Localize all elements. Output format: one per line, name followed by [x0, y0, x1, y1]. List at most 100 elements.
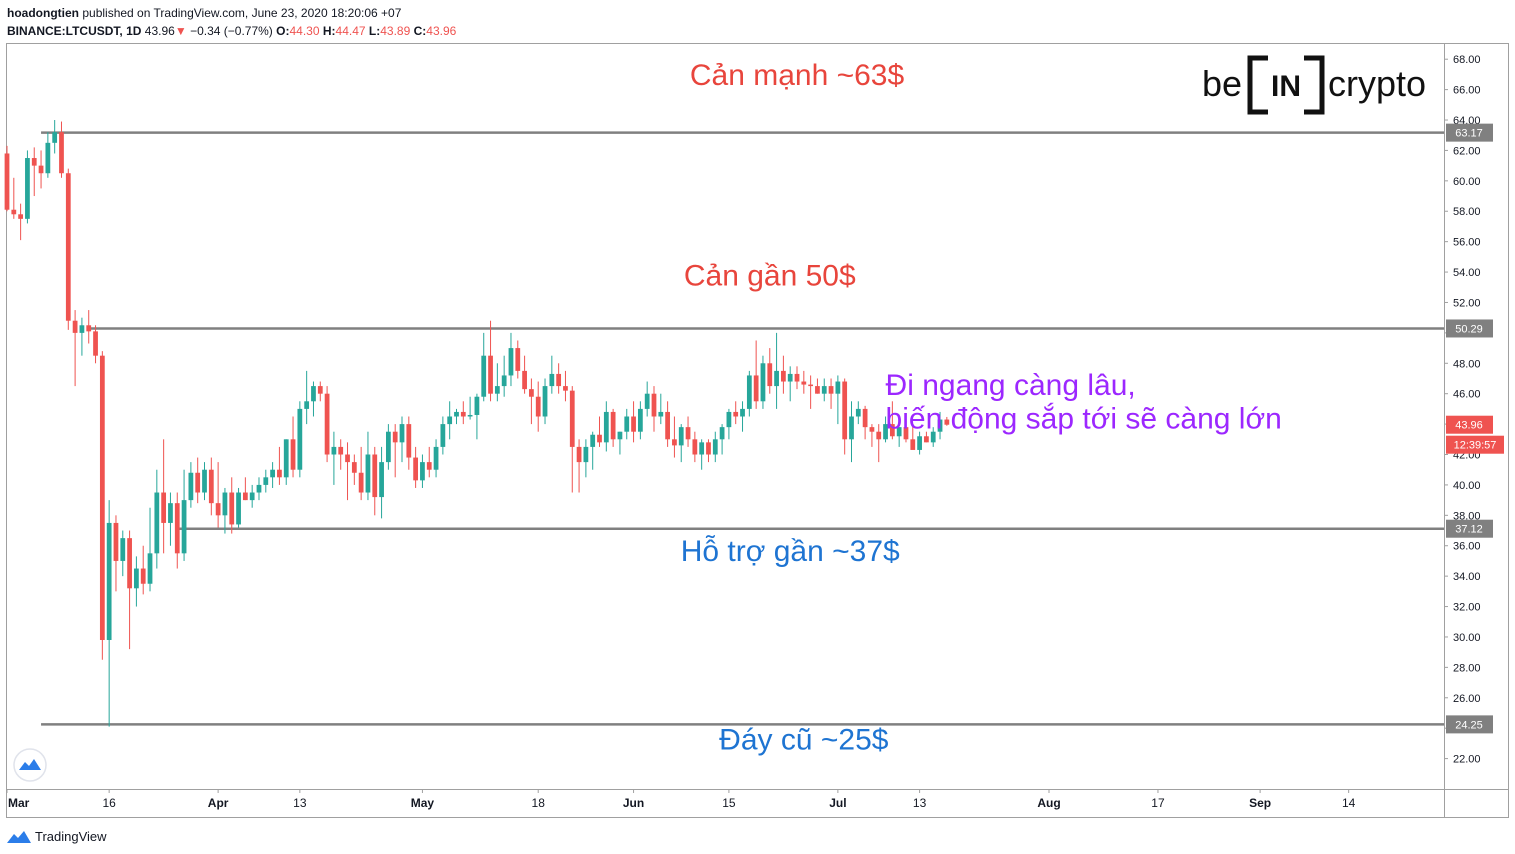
time-tick-label: 17 [1151, 796, 1165, 810]
time-tick-label: 18 [532, 796, 546, 810]
candle-body [665, 411, 670, 440]
candle-body [876, 431, 882, 440]
candle-body [549, 373, 555, 387]
candle-body [828, 386, 834, 394]
candle [147, 507, 153, 592]
candle-body [277, 469, 282, 478]
candle [256, 477, 262, 501]
price-tick-label: 54.00 [1453, 267, 1481, 279]
candle [474, 393, 480, 440]
low-label: L: [368, 24, 381, 38]
candle-body [706, 442, 711, 455]
candle-body [774, 370, 779, 387]
candle [488, 320, 493, 402]
tradingview-chart-badge[interactable] [13, 748, 47, 782]
candle [917, 431, 922, 455]
level-price-tag [1446, 715, 1493, 734]
annotation-text-1: Cản gần 50$ [684, 260, 856, 293]
candle [386, 424, 391, 470]
price-tick-label: 36.00 [1453, 541, 1481, 553]
logo-text-crypto: crypto [1328, 63, 1426, 104]
candle-body [740, 408, 745, 417]
time-tick-label: Apr [208, 796, 229, 810]
candle-body [154, 492, 160, 554]
candle [31, 147, 37, 197]
candle [202, 462, 207, 501]
candle [420, 454, 425, 488]
time-tick-label: 14 [1342, 796, 1356, 810]
candle [563, 370, 568, 402]
candle [542, 378, 548, 425]
logo-text-be: be [1202, 63, 1242, 104]
candle-body [59, 132, 64, 174]
price-tick-label: 66.00 [1453, 85, 1481, 97]
candle-body [474, 396, 480, 415]
candle-body [794, 373, 800, 382]
candle [828, 378, 834, 409]
candle-body [576, 446, 582, 463]
candle [930, 427, 936, 447]
candle-body [501, 375, 507, 387]
candle [876, 424, 882, 463]
high-value: 44.47 [335, 24, 366, 38]
level-labels: 63.17 50.29 37.12 24.25 43.96 12:39:57 [1446, 123, 1504, 734]
candle [508, 332, 514, 387]
candle-body [494, 386, 500, 394]
candle-body [733, 411, 739, 417]
candle-body [815, 386, 820, 394]
candle [65, 168, 71, 330]
candle [597, 416, 602, 447]
symbol-label[interactable]: BINANCE:LTCUSDT, 1D [7, 24, 142, 38]
candle-body [597, 434, 602, 443]
level-price-tag [1446, 519, 1493, 538]
candle [358, 446, 364, 501]
candle-body [72, 320, 78, 333]
candle [944, 416, 950, 426]
candle-body [481, 355, 487, 397]
candle-body [685, 427, 691, 440]
level-price-tag [1446, 123, 1493, 142]
last-price-tag [1446, 415, 1493, 434]
price-tick-label: 28.00 [1453, 662, 1481, 674]
candle-body [488, 355, 493, 394]
price-tick-label: 58.00 [1453, 206, 1481, 218]
candle-body [753, 375, 759, 402]
annotation-text-4: Hỗ trợ gần ~37$ [681, 535, 900, 568]
low-value: 43.89 [380, 24, 411, 38]
level-price-text: 63.17 [1455, 128, 1483, 140]
candle [869, 424, 875, 447]
candle [331, 431, 337, 485]
candle-body [583, 446, 589, 463]
candle [774, 332, 779, 409]
candle-body [379, 462, 384, 498]
candle [140, 545, 146, 595]
candle-body [610, 411, 616, 440]
candle [467, 396, 473, 420]
candle [706, 439, 711, 463]
candle [794, 366, 800, 390]
candle-body [161, 492, 167, 523]
time-tick-label: May [411, 796, 435, 810]
footer-brand[interactable]: TradingView [6, 829, 107, 844]
candle [556, 363, 562, 394]
chart-header: hoadongtien published on TradingView.com… [7, 4, 456, 40]
candle [644, 381, 650, 417]
candle [249, 484, 255, 508]
candle-body [99, 355, 105, 640]
logo-bracket-gap-top [1268, 54, 1304, 62]
candle [45, 132, 51, 178]
candle [815, 378, 820, 394]
candle-body [889, 424, 895, 437]
candle-body [917, 436, 922, 450]
candle-body [249, 492, 255, 501]
candle-body [127, 538, 132, 589]
price-tick-label: 32.00 [1453, 602, 1481, 614]
candle [651, 386, 657, 432]
footer-brand-text: TradingView [35, 829, 107, 844]
publisher-name[interactable]: hoadongtien [7, 6, 79, 20]
candle-body [229, 492, 235, 525]
annotation-text-5: Đáy cũ ~25$ [719, 723, 889, 756]
candle-body [420, 462, 425, 481]
candle-body [903, 427, 909, 440]
